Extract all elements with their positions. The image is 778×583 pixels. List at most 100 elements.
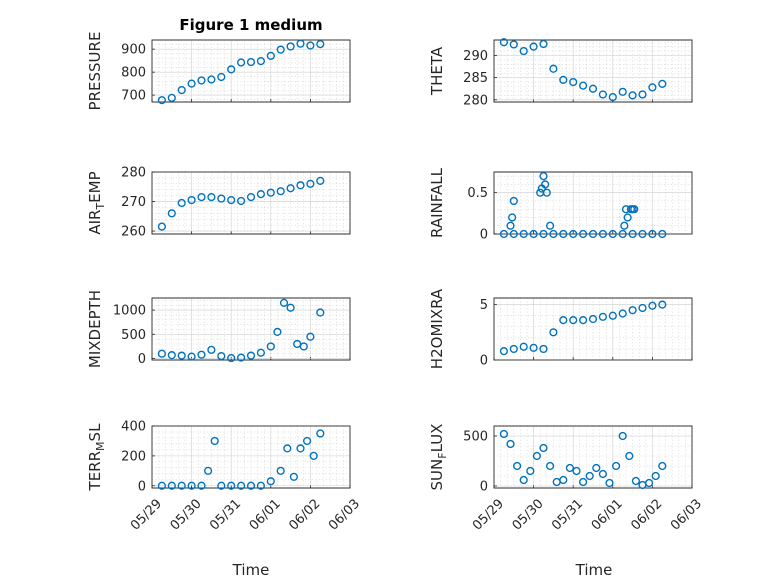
data-point <box>509 40 518 49</box>
data-point <box>569 229 578 239</box>
data-point <box>559 229 568 239</box>
data-point <box>541 180 550 189</box>
data-point <box>256 481 266 490</box>
data-point <box>578 477 588 487</box>
data-point <box>628 229 637 239</box>
data-point <box>296 181 305 190</box>
data-point <box>197 350 206 359</box>
axes-panel-5: 0 500 1000 MIXDEPTH <box>86 290 351 368</box>
data-point <box>549 64 558 73</box>
plot-frame <box>151 39 351 103</box>
data-point <box>572 466 581 476</box>
data-point <box>638 303 647 313</box>
data-point <box>246 57 256 67</box>
data-point <box>648 83 657 92</box>
y-label-part: TERR <box>86 451 104 492</box>
data-point <box>283 444 292 453</box>
data-point <box>578 316 588 325</box>
data-point <box>620 221 629 230</box>
data-point <box>256 190 266 199</box>
data-point <box>608 229 617 239</box>
y-axis-label: PRESSURE <box>86 32 104 111</box>
data-point <box>167 351 176 360</box>
data-point <box>499 229 509 239</box>
data-point <box>592 463 601 473</box>
data-point <box>256 57 266 66</box>
y-axis-label: TERRMSL <box>86 423 107 492</box>
data-point <box>611 461 621 471</box>
data-point <box>588 314 598 324</box>
y-tick-label: 0 <box>480 480 488 495</box>
data-point <box>545 221 555 230</box>
y-tick-label: 0 <box>480 354 488 369</box>
data-point <box>658 300 667 309</box>
data-point <box>309 451 318 460</box>
data-point <box>237 196 246 206</box>
data-point <box>539 344 548 354</box>
data-point <box>559 75 568 84</box>
data-point <box>227 353 236 363</box>
y-axis-label: THETA <box>428 46 446 96</box>
data-point <box>648 229 657 239</box>
y-axis-label: MIXDEPTH <box>86 290 104 368</box>
data-point <box>578 229 588 239</box>
data-point <box>204 466 213 475</box>
data-point <box>605 478 614 488</box>
data-point <box>316 176 325 185</box>
data-point <box>648 301 657 310</box>
plot-frame <box>493 297 693 361</box>
data-point <box>157 96 167 105</box>
data-point <box>512 461 522 471</box>
data-point <box>519 46 528 56</box>
y-tick-label: 0 <box>138 479 146 494</box>
data-point <box>207 345 216 354</box>
data-point <box>286 42 295 51</box>
data-point <box>316 308 325 317</box>
data-point <box>187 195 196 205</box>
data-point <box>246 481 256 490</box>
data-point <box>539 443 548 453</box>
axes-panel-1: 700 800 900 PRESSURE <box>86 32 351 111</box>
y-label-subscript: F <box>436 452 449 458</box>
data-point <box>644 478 654 488</box>
data-point <box>526 466 535 476</box>
y-axis-label: AIRTEMP <box>86 171 107 234</box>
data-point <box>286 303 295 312</box>
data-point <box>276 45 285 54</box>
y-tick-label: 500 <box>463 430 488 445</box>
data-point <box>167 209 176 218</box>
data-point <box>303 436 312 446</box>
y-axis-label: H2OMIXRA <box>428 288 446 369</box>
data-point <box>509 196 518 206</box>
data-point <box>618 87 627 96</box>
data-point <box>316 40 325 49</box>
y-tick-label: 285 <box>463 71 488 86</box>
data-point <box>565 463 575 473</box>
data-point <box>651 471 660 481</box>
data-point <box>559 475 568 485</box>
data-point <box>658 79 667 88</box>
y-axis-label: SUNFLUX <box>428 424 449 491</box>
data-point <box>276 187 285 196</box>
data-point <box>207 75 216 84</box>
y-tick-label: 270 <box>121 195 146 210</box>
plot-frame <box>151 425 351 489</box>
data-point <box>539 229 548 239</box>
data-point <box>499 347 509 356</box>
y-tick-label: 0 <box>138 352 146 367</box>
data-point <box>177 481 186 490</box>
data-point <box>519 229 528 239</box>
data-point <box>638 229 647 239</box>
data-point <box>306 41 315 50</box>
data-point <box>569 77 578 87</box>
data-point <box>237 481 246 490</box>
data-point <box>608 311 617 320</box>
data-point <box>509 344 518 354</box>
data-point <box>237 58 246 67</box>
data-point <box>529 343 538 352</box>
data-point <box>266 51 275 60</box>
data-point <box>167 93 176 102</box>
data-point <box>631 476 641 486</box>
y-label-subscript: M <box>94 441 107 451</box>
data-point <box>559 316 568 325</box>
